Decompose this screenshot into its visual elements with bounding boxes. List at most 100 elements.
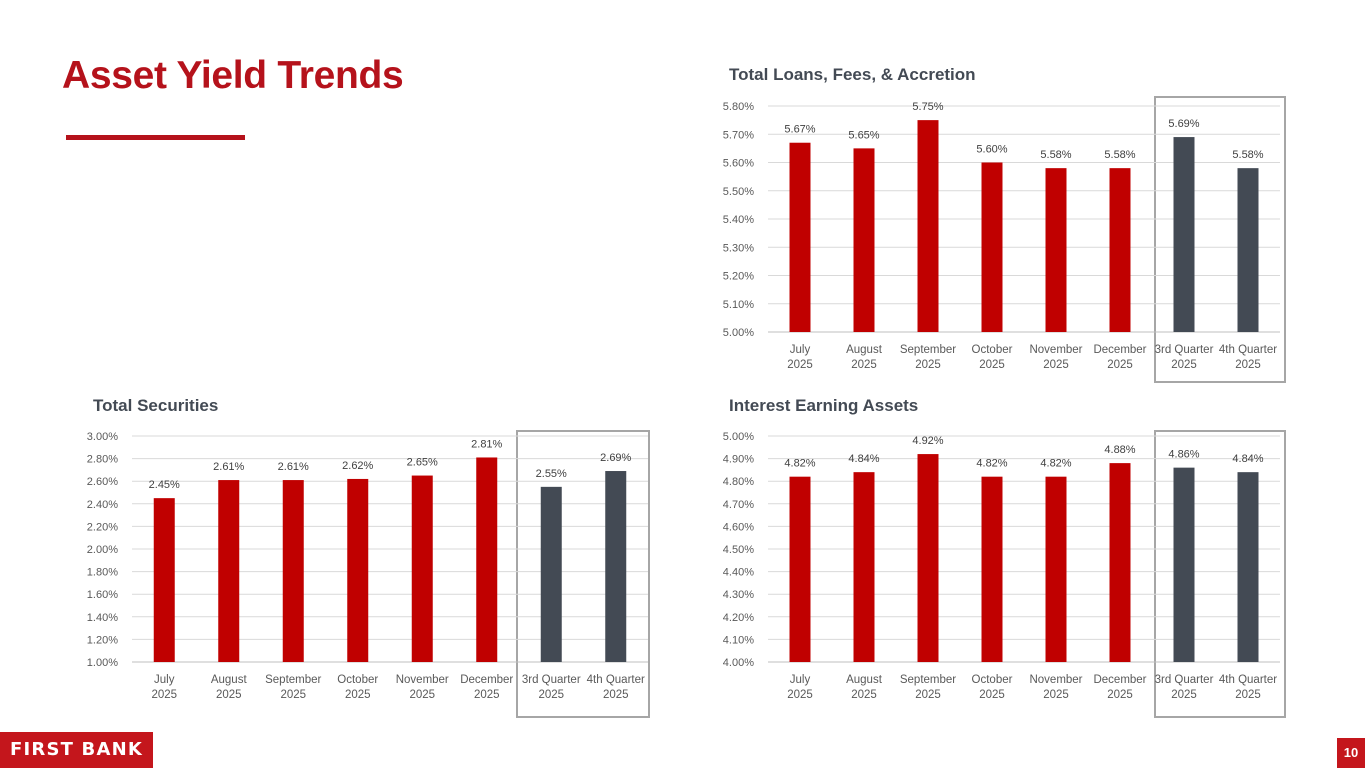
bar bbox=[981, 162, 1003, 332]
chart-loans: 5.00% 5.10% 5.20% 5.30% 5.40% 5.50% 5.60% 5.70%… bbox=[723, 101, 1280, 371]
chart-iea: 4.00% 4.10% 4.20% 4.30% 4.40% 4.50% 4.60% 4.70%… bbox=[723, 431, 1280, 701]
y-tick-label: 4.80% bbox=[723, 476, 754, 488]
x-tick-label-year: 2025 bbox=[787, 689, 813, 701]
x-tick-label-year: 2025 bbox=[216, 689, 242, 701]
x-tick-label: 3rd Quarter bbox=[1155, 344, 1214, 356]
bar bbox=[282, 480, 304, 662]
y-tick-label: 5.10% bbox=[723, 299, 754, 311]
x-tick-label: October bbox=[972, 344, 1013, 356]
quarter-highlight-box-iea bbox=[1154, 430, 1286, 718]
x-tick-label-year: 2025 bbox=[1235, 689, 1261, 701]
x-tick-label-year: 2025 bbox=[979, 359, 1005, 371]
data-label: 2.62% bbox=[342, 460, 373, 472]
x-tick-label: August bbox=[211, 674, 248, 686]
bar bbox=[917, 454, 939, 662]
bar bbox=[411, 475, 433, 662]
bar bbox=[1045, 168, 1067, 332]
x-tick-label: August bbox=[846, 674, 883, 686]
data-label: 4.82% bbox=[976, 458, 1007, 470]
title-underline bbox=[66, 135, 245, 140]
data-label: 5.67% bbox=[784, 124, 815, 136]
x-tick-label: September bbox=[265, 674, 321, 686]
x-tick-label: August bbox=[846, 344, 883, 356]
bar bbox=[789, 476, 811, 662]
data-label: 2.81% bbox=[471, 438, 502, 450]
y-tick-label: 5.70% bbox=[723, 129, 754, 141]
data-label: 2.65% bbox=[407, 457, 438, 469]
y-tick-label: 2.40% bbox=[87, 499, 118, 511]
y-tick-label: 4.30% bbox=[723, 589, 754, 601]
bar bbox=[540, 486, 562, 662]
x-tick-label-year: 2025 bbox=[979, 689, 1005, 701]
data-label: 5.58% bbox=[1040, 149, 1071, 161]
y-tick-label: 4.90% bbox=[723, 454, 754, 466]
data-label: 5.69% bbox=[1168, 118, 1199, 130]
x-tick-label-year: 2025 bbox=[345, 689, 371, 701]
bar bbox=[605, 471, 627, 662]
x-tick-label: December bbox=[460, 674, 513, 686]
chart-title-securities: Total Securities bbox=[93, 396, 219, 415]
y-tick-label: 2.80% bbox=[87, 454, 118, 466]
y-tick-label: 5.40% bbox=[723, 214, 754, 226]
data-label: 2.55% bbox=[536, 468, 567, 480]
bar bbox=[981, 476, 1003, 662]
y-tick-label: 5.20% bbox=[723, 271, 754, 283]
x-tick-label: 4th Quarter bbox=[1219, 344, 1277, 356]
x-tick-label-year: 2025 bbox=[538, 689, 564, 701]
x-tick-label: July bbox=[154, 674, 175, 686]
x-tick-label: November bbox=[1029, 674, 1082, 686]
x-tick-label-year: 2025 bbox=[409, 689, 435, 701]
y-tick-label: 2.00% bbox=[87, 544, 118, 556]
quarter-highlight-box-loans bbox=[1154, 96, 1286, 383]
y-tick-label: 5.60% bbox=[723, 158, 754, 170]
x-tick-label: July bbox=[790, 344, 811, 356]
x-tick-label-year: 2025 bbox=[915, 689, 941, 701]
x-tick-label-year: 2025 bbox=[1043, 689, 1069, 701]
data-label: 4.84% bbox=[1232, 453, 1263, 465]
y-tick-label: 5.80% bbox=[723, 101, 754, 113]
data-label: 4.86% bbox=[1168, 449, 1199, 461]
x-tick-label-year: 2025 bbox=[915, 359, 941, 371]
x-tick-label: September bbox=[900, 674, 956, 686]
x-tick-label-year: 2025 bbox=[851, 359, 877, 371]
x-tick-label: 3rd Quarter bbox=[522, 674, 581, 686]
data-label: 4.92% bbox=[912, 435, 943, 447]
y-tick-label: 4.10% bbox=[723, 634, 754, 646]
quarter-highlight-box-securities bbox=[516, 430, 650, 718]
x-tick-label: October bbox=[972, 674, 1013, 686]
bar bbox=[789, 142, 811, 332]
bar bbox=[1045, 476, 1067, 662]
y-tick-label: 2.60% bbox=[87, 476, 118, 488]
data-label: 2.61% bbox=[213, 461, 244, 473]
x-tick-label: July bbox=[790, 674, 811, 686]
bar bbox=[1109, 463, 1131, 662]
page-number: 10 bbox=[1337, 738, 1365, 768]
first-bank-logo: FIRST BANK bbox=[0, 732, 153, 768]
y-tick-label: 4.00% bbox=[723, 657, 754, 669]
x-tick-label: 3rd Quarter bbox=[1155, 674, 1214, 686]
x-tick-label: September bbox=[900, 344, 956, 356]
x-tick-label-year: 2025 bbox=[603, 689, 629, 701]
chart-securities: 1.00% 1.20% 1.40% 1.60% 1.80% 2.00% 2.20% 2.40%… bbox=[87, 431, 648, 701]
x-tick-label: November bbox=[1029, 344, 1082, 356]
x-tick-label-year: 2025 bbox=[151, 689, 177, 701]
bar bbox=[1173, 137, 1195, 332]
y-tick-label: 4.60% bbox=[723, 521, 754, 533]
y-tick-label: 5.30% bbox=[723, 242, 754, 254]
bar bbox=[1237, 168, 1259, 332]
bar bbox=[853, 148, 875, 332]
bar bbox=[476, 457, 498, 662]
y-tick-label: 5.50% bbox=[723, 186, 754, 198]
data-label: 2.45% bbox=[149, 479, 180, 491]
y-tick-label: 4.70% bbox=[723, 499, 754, 511]
data-label: 5.60% bbox=[976, 144, 1007, 156]
x-tick-label-year: 2025 bbox=[1043, 359, 1069, 371]
x-tick-label-year: 2025 bbox=[280, 689, 306, 701]
x-tick-label: 4th Quarter bbox=[587, 674, 645, 686]
bar bbox=[1109, 168, 1131, 332]
data-label: 2.69% bbox=[600, 452, 631, 464]
x-tick-label-year: 2025 bbox=[1171, 359, 1197, 371]
x-tick-label-year: 2025 bbox=[851, 689, 877, 701]
bar bbox=[917, 120, 939, 332]
y-tick-label: 1.00% bbox=[87, 657, 118, 669]
